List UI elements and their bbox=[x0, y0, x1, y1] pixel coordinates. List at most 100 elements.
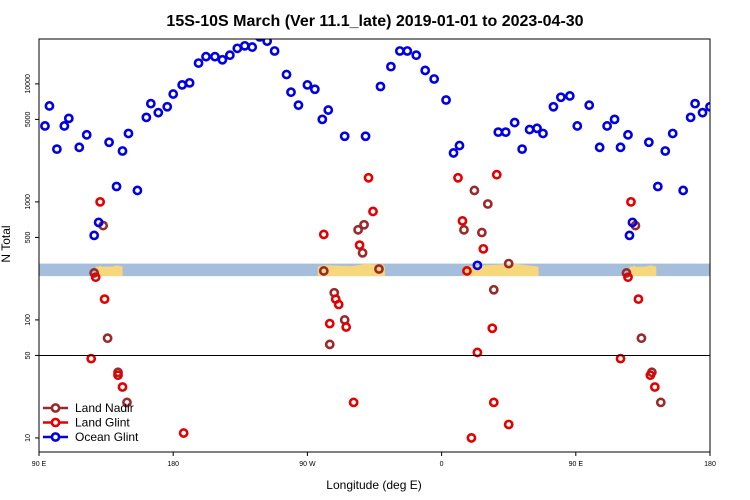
land-glint-point bbox=[453, 172, 463, 183]
y-tick-label: 500 bbox=[25, 231, 32, 243]
legend-marker-land-nadir bbox=[50, 403, 61, 413]
ocean-glint-point bbox=[705, 101, 710, 112]
ocean-glint-point bbox=[375, 81, 386, 92]
land-nadir-point bbox=[469, 185, 480, 196]
land-glint-point bbox=[363, 172, 374, 183]
ocean-glint-point bbox=[309, 84, 320, 95]
ocean-glint-point bbox=[59, 121, 70, 131]
land-glint-point bbox=[348, 397, 359, 408]
ocean-glint-point bbox=[104, 137, 114, 148]
ocean-glint-point bbox=[548, 101, 559, 112]
land-nadir-point bbox=[353, 224, 363, 235]
legend-marker-land-glint bbox=[50, 417, 61, 428]
land-glint-point bbox=[318, 229, 329, 240]
ocean-glint-point bbox=[89, 230, 100, 241]
x-tick-label: 90 E bbox=[32, 461, 47, 468]
x-tick-label: 90 E bbox=[569, 461, 584, 468]
plot-area: 90 E 180 90 W 0 90 E 180 10 50 100 500 1000 5000 100… bbox=[25, 38, 716, 468]
ocean-glint-point bbox=[141, 112, 152, 123]
ocean-glint-point bbox=[286, 87, 296, 98]
ocean-glint-point bbox=[93, 217, 104, 228]
land-glint-point bbox=[503, 419, 514, 430]
ocean-glint-point bbox=[685, 112, 696, 123]
series-land-glint bbox=[86, 169, 660, 443]
ocean-glint-point bbox=[667, 128, 678, 139]
land-glint-point bbox=[649, 382, 660, 392]
ocean-glint-point bbox=[269, 46, 280, 56]
ocean-glint-point bbox=[472, 260, 483, 271]
land-glint-point bbox=[90, 272, 101, 283]
ocean-glint-point bbox=[323, 105, 334, 115]
land-glint-point bbox=[178, 428, 189, 438]
legend-label-ocean-glint: Ocean Glint bbox=[75, 430, 139, 444]
x-axis-label: Longitude (deg E) bbox=[326, 478, 421, 492]
ocean-glint-point bbox=[123, 128, 134, 139]
x-tick-label: 90 W bbox=[299, 461, 316, 468]
ocean-glint-point bbox=[302, 80, 313, 90]
y-tick-label: 10000 bbox=[25, 74, 32, 94]
land-glint-point bbox=[615, 353, 626, 364]
ocean-glint-point bbox=[532, 123, 542, 134]
series-ocean-glint bbox=[40, 39, 710, 271]
ocean-glint-point bbox=[145, 98, 156, 109]
ocean-glint-point bbox=[509, 117, 520, 128]
ocean-glint-point bbox=[572, 121, 583, 131]
ocean-glint-point bbox=[81, 129, 92, 140]
land-glint-point bbox=[478, 243, 489, 254]
ocean-glint-point bbox=[177, 80, 188, 90]
ocean-glint-point bbox=[317, 114, 328, 125]
x-tick-label: 180 bbox=[704, 461, 716, 468]
band-land-2 bbox=[317, 263, 385, 277]
x-tick-label: 0 bbox=[440, 461, 444, 468]
land-nadir-point bbox=[476, 227, 487, 238]
ocean-glint-point bbox=[132, 185, 143, 196]
ocean-glint-point bbox=[40, 121, 50, 131]
land-glint-point bbox=[623, 272, 633, 283]
ocean-glint-point bbox=[448, 148, 459, 158]
land-nadir-point bbox=[459, 224, 469, 235]
land-nadir-point bbox=[636, 333, 647, 344]
ocean-glint-point bbox=[394, 46, 405, 56]
ocean-glint-point bbox=[360, 131, 371, 142]
ocean-glint-point bbox=[111, 181, 122, 192]
land-glint-point bbox=[472, 347, 483, 358]
land-glint-point bbox=[626, 196, 636, 207]
land-nadir-point bbox=[488, 284, 499, 295]
land-glint-point bbox=[633, 294, 644, 305]
land-glint-point bbox=[99, 294, 110, 305]
ocean-glint-point bbox=[441, 95, 451, 105]
ocean-glint-point bbox=[168, 89, 179, 99]
x-tick-label: 180 bbox=[167, 461, 179, 468]
ocean-glint-point bbox=[609, 114, 620, 125]
ocean-glint-point bbox=[524, 124, 535, 135]
ocean-glint-point bbox=[201, 51, 211, 62]
land-nadir-point bbox=[324, 339, 335, 350]
band-land-4 bbox=[629, 265, 657, 277]
ocean-glint-point bbox=[623, 129, 633, 140]
land-nadir-point bbox=[357, 247, 368, 258]
ocean-glint-point bbox=[652, 181, 663, 192]
plot-frame bbox=[38, 38, 711, 453]
ocean-glint-point bbox=[678, 185, 689, 196]
ocean-glint-point bbox=[500, 127, 511, 138]
ocean-glint-point bbox=[210, 51, 220, 62]
ocean-glint-point bbox=[690, 98, 700, 109]
ocean-glint-point bbox=[153, 107, 164, 118]
land-nadir-point bbox=[503, 258, 514, 269]
ocean-glint-point bbox=[454, 140, 465, 151]
ocean-glint-point bbox=[584, 100, 595, 111]
ocean-glint-point bbox=[627, 217, 638, 228]
ocean-glint-point bbox=[555, 92, 566, 103]
ocean-glint-point bbox=[697, 107, 708, 118]
ocean-glint-point bbox=[624, 230, 635, 241]
ocean-glint-point bbox=[493, 127, 504, 138]
ocean-glint-point bbox=[643, 137, 654, 148]
land-nadir-point bbox=[374, 264, 384, 274]
y-tick-label: 1000 bbox=[25, 194, 32, 210]
ocean-glint-point bbox=[281, 69, 292, 80]
land-glint-point bbox=[457, 216, 468, 226]
land-glint-point bbox=[117, 382, 128, 392]
ocean-glint-point bbox=[255, 39, 265, 42]
land-glint-point bbox=[645, 370, 656, 381]
